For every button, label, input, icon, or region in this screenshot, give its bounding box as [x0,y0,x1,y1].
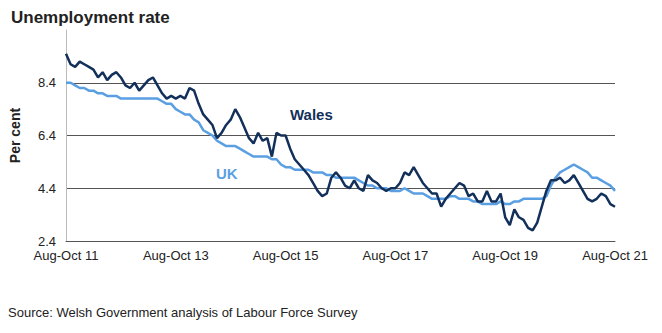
svg-text:Aug-Oct 13: Aug-Oct 13 [143,248,209,263]
svg-text:Unemployment rate: Unemployment rate [11,8,170,27]
svg-text:Aug-Oct 11: Aug-Oct 11 [34,248,99,263]
svg-text:Aug-Oct 19: Aug-Oct 19 [472,248,538,263]
svg-text:Source: Welsh Government analy: Source: Welsh Government analysis of Lab… [8,305,358,320]
svg-text:Aug-Oct 15: Aug-Oct 15 [253,248,319,263]
svg-text:6.4: 6.4 [38,128,56,143]
svg-text:Aug-Oct 21: Aug-Oct 21 [582,248,648,263]
svg-text:UK: UK [216,165,238,182]
svg-text:8.4: 8.4 [38,75,56,90]
svg-text:4.4: 4.4 [38,181,56,196]
svg-text:Wales: Wales [290,106,333,123]
svg-text:Aug-Oct 17: Aug-Oct 17 [363,248,429,263]
svg-text:Per cent: Per cent [7,108,23,164]
svg-text:2.4: 2.4 [38,234,56,249]
